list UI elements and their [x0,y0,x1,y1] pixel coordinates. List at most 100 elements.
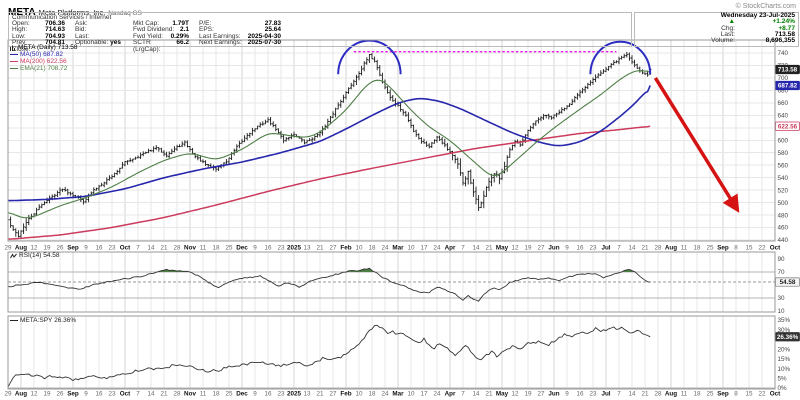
svg-text:11: 11 [681,391,688,398]
ma200-legend-text: MA(200) 622.56 [20,58,67,65]
status-pct-change: +1.24% [772,18,795,26]
quote-row-bid: Bid: [75,26,87,34]
svg-text:25: 25 [225,391,233,398]
quote-row-prevclose: Prev Close: 704.81 [12,39,65,53]
x-axis-labels: 2929AugAug121219192626SepSep9916162323Oc… [4,245,781,398]
svg-text:500: 500 [778,200,789,207]
svg-text:70: 70 [778,269,786,276]
main-price-panel [8,51,652,240]
svg-text:Oct: Oct [120,391,131,398]
gridlines [8,40,776,389]
up-arrow-icon: ▲ [728,18,735,26]
svg-text:2025: 2025 [287,391,302,398]
svg-text:10: 10 [778,308,786,315]
quote-row-last: Last: [75,32,90,40]
svg-text:14: 14 [628,391,636,398]
projection-arrow [653,77,740,213]
svg-text:12: 12 [30,245,38,252]
svg-text:Feb: Feb [340,245,351,252]
svg-text:9: 9 [84,245,88,252]
svg-text:21: 21 [485,391,493,398]
svg-text:21: 21 [641,391,649,398]
svg-text:13: 13 [303,391,311,398]
svg-text:26: 26 [56,391,64,398]
svg-text:17: 17 [420,245,428,252]
svg-text:8: 8 [734,391,738,398]
svg-text:22: 22 [758,391,766,398]
svg-text:9: 9 [253,245,257,252]
svg-text:520: 520 [778,187,789,194]
svg-text:16: 16 [576,245,584,252]
svg-text:Apr: Apr [445,391,456,398]
title-row: META Meta Platforms, Inc. Nasdaq GS [8,2,142,18]
ratio-legend-text: META:SPY 26.36% [20,317,77,324]
svg-text:14: 14 [472,245,480,252]
svg-text:28: 28 [654,391,662,398]
status-box: Wednesday 23-Jul-2025 ▲ +1.24% Chg: +8.77 … [634,12,799,47]
svg-text:20%: 20% [778,346,791,353]
svg-text:90: 90 [778,256,786,263]
svg-text:12: 12 [511,245,519,252]
sector-industry-label: Communication Services / Internet [12,14,112,21]
quote-row-open: Open: 706.36 [12,20,65,27]
svg-text:18: 18 [693,245,701,252]
svg-text:54.58: 54.58 [780,279,796,286]
svg-text:0%: 0% [778,385,788,392]
volume-label: Volume: [711,37,735,45]
svg-text:24: 24 [433,391,441,398]
svg-text:9: 9 [84,391,88,398]
svg-text:15: 15 [745,245,753,252]
axis-value-boxes: 713.58 687.82 622.56 54.58 26.36% [775,64,800,342]
quote-row-sctr: SCTR (LrgCap): 66.2 [133,39,189,53]
svg-text:440: 440 [778,237,789,244]
chg-value: +8.77 [778,24,795,32]
svg-text:12: 12 [30,391,38,398]
ma50-swatch [10,54,18,55]
svg-text:7: 7 [461,391,465,398]
svg-text:Aug: Aug [665,245,677,252]
svg-text:21: 21 [485,245,493,252]
quote-summary-box: Communication Services / Internet Open: 7… [8,12,632,53]
svg-text:29: 29 [4,391,12,398]
svg-text:23: 23 [277,391,285,398]
svg-text:16: 16 [264,245,272,252]
svg-text:Oct: Oct [770,391,781,398]
svg-text:10: 10 [407,245,415,252]
svg-text:18: 18 [693,391,701,398]
svg-text:13: 13 [303,245,311,252]
svg-text:25: 25 [706,391,714,398]
svg-text:9: 9 [565,391,569,398]
quote-row-fwdyield: Fwd Yield: 0.29% [133,32,189,40]
svg-text:Nov: Nov [184,391,196,398]
svg-text:Sep: Sep [717,391,729,398]
svg-text:10: 10 [355,391,363,398]
svg-text:23: 23 [108,391,116,398]
svg-text:21: 21 [641,245,649,252]
svg-text:21: 21 [316,245,324,252]
double-top-arc-2 [589,40,652,75]
svg-text:25: 25 [706,245,714,252]
svg-text:27: 27 [537,245,545,252]
quote-row-nextearnings: Next Earnings: 2025-07-30 [199,39,281,47]
svg-text:27: 27 [329,391,337,398]
svg-text:21: 21 [316,391,324,398]
svg-text:Feb: Feb [340,391,351,398]
svg-text:460: 460 [778,225,789,232]
svg-text:11: 11 [200,391,207,398]
svg-text:29: 29 [4,245,12,252]
svg-text:Aug: Aug [15,391,27,398]
svg-text:Mar: Mar [392,245,404,252]
svg-text:687.82: 687.82 [778,83,798,90]
svg-text:15%: 15% [778,356,791,363]
annotations [337,39,740,213]
svg-text:Sep: Sep [717,245,729,252]
svg-text:28: 28 [173,391,181,398]
svg-text:Dec: Dec [236,245,248,252]
svg-text:7: 7 [617,391,621,398]
quote-col-ohlc: Open: 706.36 High: 714.63 Low: 704.93 Prev … [12,20,65,53]
quote-row-fwddividend: Fwd Dividend: 2.1 [133,26,189,34]
ma50-legend-text: MA(50) 687.82 [20,51,63,58]
svg-text:480: 480 [778,212,789,219]
legend-row-ratio: META:SPY 26.36% [10,317,76,324]
svg-text:Oct: Oct [120,245,131,252]
